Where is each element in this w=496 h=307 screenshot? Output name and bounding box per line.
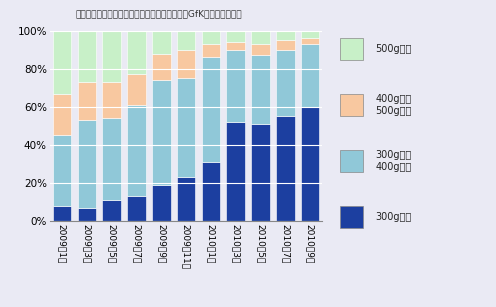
Bar xyxy=(226,31,245,42)
Bar xyxy=(340,206,363,228)
Bar xyxy=(102,31,121,82)
Bar xyxy=(226,122,245,221)
Bar xyxy=(301,31,319,38)
Bar xyxy=(251,124,270,221)
Bar xyxy=(152,53,171,80)
Bar xyxy=(127,31,146,75)
Bar xyxy=(127,105,146,196)
Bar xyxy=(152,80,171,185)
Bar xyxy=(251,31,270,44)
Bar xyxy=(301,107,319,221)
Bar xyxy=(177,78,195,177)
Bar xyxy=(201,162,220,221)
Bar xyxy=(276,40,295,50)
Bar xyxy=(251,56,270,124)
Bar xyxy=(276,31,295,40)
Bar xyxy=(127,75,146,105)
Bar xyxy=(276,116,295,221)
Bar xyxy=(102,118,121,200)
Bar xyxy=(276,50,295,116)
Bar xyxy=(53,31,71,94)
Bar xyxy=(251,44,270,56)
Bar xyxy=(201,44,220,57)
Bar xyxy=(127,196,146,221)
Bar xyxy=(177,31,195,50)
Bar xyxy=(77,120,96,208)
Bar xyxy=(201,57,220,162)
Bar xyxy=(177,50,195,78)
Bar xyxy=(53,135,71,206)
Text: 500g以上: 500g以上 xyxy=(375,44,412,54)
Bar xyxy=(226,42,245,50)
Bar xyxy=(226,50,245,122)
Bar xyxy=(77,31,96,82)
Bar xyxy=(53,94,71,135)
Bar xyxy=(77,208,96,221)
Bar xyxy=(340,150,363,172)
Text: 300g以上
400g未満: 300g以上 400g未満 xyxy=(375,150,412,172)
Bar xyxy=(340,94,363,116)
Bar xyxy=(102,200,121,221)
Bar xyxy=(177,177,195,221)
Bar xyxy=(77,82,96,120)
Bar xyxy=(301,38,319,44)
Bar xyxy=(340,38,363,60)
Text: 400g以上
500g未満: 400g以上 500g未満 xyxy=(375,94,412,116)
Bar xyxy=(102,82,121,118)
Text: ビデオカメラの本体質量別数量構成比の推移（GfKジャパン調べ）: ビデオカメラの本体質量別数量構成比の推移（GfKジャパン調べ） xyxy=(75,9,242,18)
Text: 300g未満: 300g未満 xyxy=(375,212,412,222)
Bar xyxy=(152,185,171,221)
Bar xyxy=(152,31,171,53)
Bar xyxy=(201,31,220,44)
Bar xyxy=(301,44,319,107)
Bar xyxy=(53,206,71,221)
